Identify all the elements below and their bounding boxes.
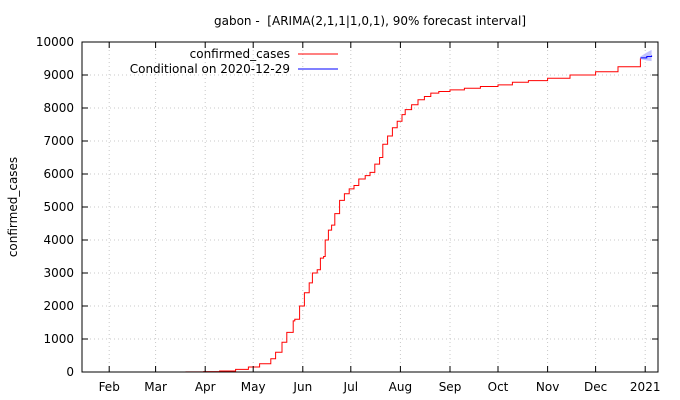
y-tick-label: 1000 [43,332,74,346]
y-tick-label: 10000 [36,35,74,49]
chart-title: gabon - [ARIMA(2,1,1|1,0,1), 90% forecas… [214,14,526,28]
x-tick-label: Dec [584,380,607,394]
y-tick-label: 4000 [43,233,74,247]
x-tick-label: May [241,380,266,394]
y-tick-label: 5000 [43,200,74,214]
y-tick-label: 7000 [43,134,74,148]
x-tick-label: Sep [439,380,462,394]
legend-label-confirmed-cases: confirmed_cases [190,47,290,61]
y-axis-label: confirmed_cases [6,157,20,257]
ticks: 0 1000 2000 3000 4000 5000 6000 7000 8000 9000 100… [36,35,661,394]
series-line-confirmed-cases [173,58,641,373]
y-tick-label: 8000 [43,101,74,115]
x-tick-label: 2021 [630,380,661,394]
x-tick-label: Nov [536,380,559,394]
x-tick-label: Mar [144,380,167,394]
series-line-conditional-forecast [640,55,653,59]
legend-label-conditional: Conditional on 2020-12-29 [130,62,290,76]
y-tick-label: 3000 [43,266,74,280]
y-tick-label: 2000 [43,299,74,313]
series-layer [173,55,653,373]
x-tick-label: Jun [292,380,312,394]
y-tick-label: 0 [66,365,74,379]
y-tick-label: 6000 [43,167,74,181]
x-tick-label: Oct [488,380,509,394]
x-tick-label: Jul [343,380,358,394]
legend: confirmed_cases Conditional on 2020-12-2… [130,47,338,76]
x-tick-label: Aug [389,380,412,394]
y-tick-label: 9000 [43,68,74,82]
x-tick-label: Apr [195,380,216,394]
x-tick-label: Feb [99,380,120,394]
